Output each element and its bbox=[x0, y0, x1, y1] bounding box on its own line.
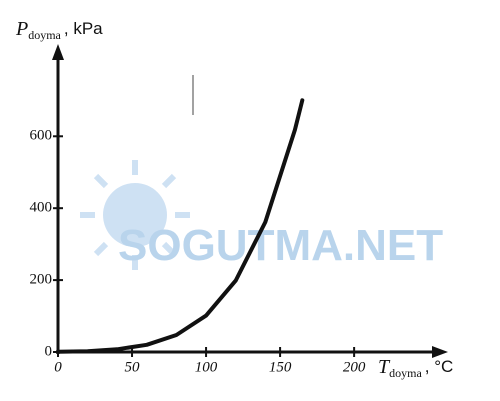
x-label-unit: , °C bbox=[425, 357, 454, 376]
y-axis-label: Pdoyma, kPa bbox=[15, 18, 103, 42]
y-tick-label: 200 bbox=[30, 272, 53, 288]
x-label-subscript: doyma bbox=[389, 366, 422, 380]
y-tick-label: 600 bbox=[30, 128, 53, 144]
watermark: SOGUTMA.NET bbox=[118, 221, 443, 270]
x-tick-label: 200 bbox=[343, 359, 366, 375]
x-axis-label: Tdoyma, °C bbox=[378, 356, 453, 380]
y-tick-label: 0 bbox=[45, 343, 53, 359]
x-tick-label: 150 bbox=[269, 359, 292, 375]
y-label-unit: , kPa bbox=[64, 19, 103, 38]
data-line bbox=[56, 98, 305, 354]
y-label-subscript: doyma bbox=[28, 28, 61, 42]
y-tick-label: 400 bbox=[30, 200, 53, 216]
x-label-symbol: T bbox=[378, 356, 391, 378]
axes bbox=[52, 44, 448, 358]
x-tick-label: 0 bbox=[54, 359, 62, 375]
watermark-logo bbox=[80, 160, 190, 270]
x-tick-label: 50 bbox=[125, 359, 141, 375]
y-label-symbol: P bbox=[15, 18, 28, 40]
x-tick-label: 100 bbox=[195, 359, 218, 375]
